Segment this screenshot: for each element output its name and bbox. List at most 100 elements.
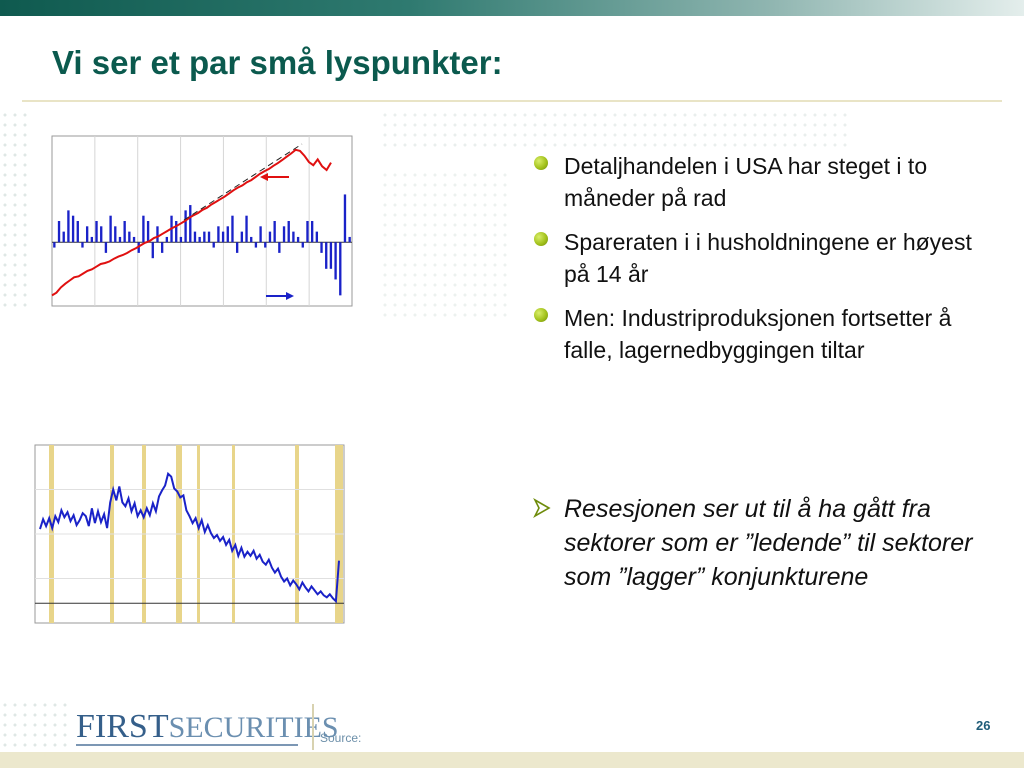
chart1-bar [71, 215, 75, 243]
chart1-bar [325, 242, 328, 269]
highlight-text: Resesjonen ser ut til å ha gått fra sekt… [564, 495, 973, 591]
chart1-bar [132, 236, 136, 243]
chart1-bar [123, 221, 126, 243]
chart1-bar [245, 215, 248, 243]
chart1-bar [339, 242, 342, 296]
chart1-bar [184, 210, 187, 243]
chart1-bar [109, 215, 112, 243]
chart1-bar [118, 236, 122, 243]
decorative-dot-grid [0, 700, 70, 750]
bullet-item: Men: Industriproduksjonen fortsetter å f… [530, 302, 1000, 366]
chart1-blue-arrow-head [286, 292, 294, 300]
chart1-bar [128, 231, 131, 243]
chart1-bar [343, 194, 347, 243]
company-logo: FIRSTSECURITIES [76, 708, 339, 748]
chart1-bar [100, 226, 103, 243]
chart1-bar [175, 221, 178, 243]
chart1-bar [221, 231, 225, 243]
top-color-band [0, 0, 1024, 16]
chart1-bar [104, 242, 108, 253]
chart1-bar [315, 231, 319, 243]
retail-sales-chart [44, 106, 374, 316]
logo-securities-text: SECURITIES [168, 711, 339, 744]
chart1-bar [62, 231, 65, 243]
chart1-line [51, 148, 332, 297]
chart1-bar [179, 236, 183, 243]
chart1-trend-line [183, 143, 303, 221]
source-label: Source: [320, 731, 362, 745]
logo-first-text: FIRST [76, 708, 169, 745]
chart1-bar [146, 221, 150, 243]
footer-divider [312, 704, 314, 750]
chart1-bar [282, 226, 286, 243]
chart1-bar [240, 231, 244, 243]
highlight-point: Resesjonen ser ut til å ha gått fra sekt… [530, 492, 1000, 594]
chart1-bar [114, 226, 117, 243]
chart1-bar [95, 221, 98, 243]
chart1-bar [203, 231, 206, 243]
chart1-bar [189, 205, 192, 243]
chart1-bar [156, 226, 159, 243]
chart1-bar [254, 242, 258, 248]
slide-title: Vi ser et par små lyspunkter: [52, 44, 503, 81]
chart1-bar [278, 242, 281, 253]
title-divider [22, 100, 1002, 102]
chart1-bar [226, 226, 229, 243]
chart1-bar [334, 242, 337, 280]
arrow-right-icon [533, 498, 551, 518]
chart1-bar [292, 231, 295, 243]
chart2-gridlines [35, 489, 344, 604]
chart1-bar [329, 242, 333, 269]
decorative-dot-grid [380, 170, 510, 320]
bullet-dot-icon [534, 232, 548, 246]
chart1-bar [76, 221, 79, 243]
chart1-bar [193, 231, 197, 243]
chart1-bar [151, 242, 154, 259]
chart1-bar [57, 221, 61, 243]
chart1-bar [310, 221, 314, 243]
chart1-bar [217, 226, 220, 243]
chart1-bar [198, 236, 201, 243]
chart1-bar [142, 215, 145, 243]
chart1-bar [264, 242, 267, 248]
chart1-bar [207, 231, 211, 243]
bullet-item: Detaljhandelen i USA har steget i to mån… [530, 150, 1000, 214]
chart1-red-arrow-head [260, 173, 268, 181]
chart1-bar [67, 210, 70, 243]
chart1-series-line [51, 148, 332, 297]
chart1-bar [81, 242, 84, 248]
chart1-plot-frame [51, 135, 353, 307]
chart1-bar [53, 242, 56, 248]
chart1-bar [306, 221, 309, 243]
page-number: 26 [976, 718, 991, 733]
chart1-bar [235, 242, 239, 253]
decorative-dot-grid [380, 110, 850, 150]
chart2-series-line [39, 471, 340, 604]
chart1-bar [320, 242, 323, 253]
chart1-bar [273, 221, 276, 243]
bullet-text: Men: Industriproduksjonen fortsetter å f… [564, 305, 952, 363]
decorative-dot-grid [0, 110, 30, 310]
chart1-bar [90, 236, 94, 243]
chart1-bar [268, 231, 272, 243]
bullet-dot-icon [534, 308, 548, 322]
industrial-production-chart-svg [34, 444, 345, 624]
chart1-bar [301, 242, 304, 248]
bullet-item: Spareraten i i husholdningene er høyest … [530, 226, 1000, 290]
chart1-bar [231, 215, 234, 243]
chart1-bar [348, 236, 351, 243]
bullet-text: Detaljhandelen i USA har steget i to mån… [564, 153, 928, 211]
bullet-list: Detaljhandelen i USA har steget i to mån… [530, 150, 1000, 378]
chart1-bar [160, 242, 164, 253]
chart1-bar [165, 236, 169, 243]
bullet-dot-icon [534, 156, 548, 170]
retail-sales-chart-svg [51, 135, 353, 307]
chart1-bar [212, 242, 215, 248]
bullet-text: Spareraten i i husholdningene er høyest … [564, 229, 972, 287]
chart2-line [39, 471, 340, 604]
chart1-bar [296, 236, 300, 243]
chart1-bar [259, 226, 262, 243]
chart1-bar [250, 236, 253, 243]
industrial-production-chart [30, 408, 376, 660]
logo-underline [76, 744, 298, 746]
